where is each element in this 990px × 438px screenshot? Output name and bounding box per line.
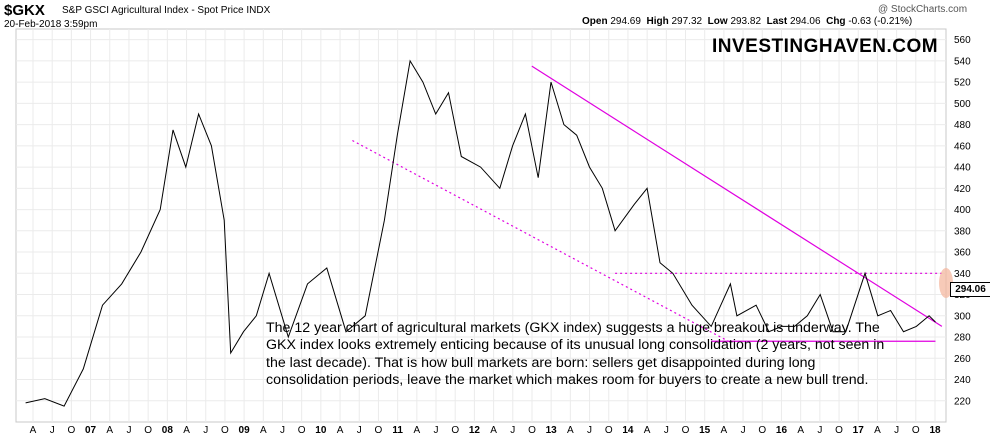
x-tick-label: 13 (546, 425, 558, 436)
y-tick-label: 220 (954, 396, 971, 407)
trendlines (352, 65, 943, 343)
x-tick-label: A (260, 425, 267, 436)
breakout-highlight (939, 268, 953, 298)
x-tick-label: O (912, 425, 920, 436)
x-tick-label: 11 (392, 425, 403, 436)
x-tick-label: O (144, 425, 152, 436)
x-tick-label: 10 (315, 425, 327, 436)
x-tick-label: 17 (853, 425, 865, 436)
y-tick-label: 240 (954, 375, 971, 386)
x-tick-label: J (126, 425, 131, 436)
x-tick-label: J (203, 425, 208, 436)
high-label: High (646, 16, 669, 27)
quote-bar: Open 294.69 High 297.32 Low 293.82 Last … (582, 16, 912, 27)
x-tick-label: O (835, 425, 843, 436)
x-tick-label: 15 (699, 425, 711, 436)
x-tick-label: O (298, 425, 306, 436)
low-label: Low (707, 16, 728, 27)
index-title: S&P GSCI Agricultural Index - Spot Price (62, 5, 244, 16)
x-tick-label: 14 (622, 425, 634, 436)
x-tick-label: 09 (239, 425, 251, 436)
y-tick-label: 420 (954, 184, 971, 195)
index-name: S&P GSCI Agricultural Index - Spot Price… (62, 5, 270, 16)
symbol: $GKX (4, 2, 45, 19)
y-tick-label: 460 (954, 141, 971, 152)
last-value: 294.06 (789, 16, 821, 27)
x-tick-label: 16 (776, 425, 788, 436)
x-tick-label: A (183, 425, 190, 436)
y-tick-label: 400 (954, 205, 971, 216)
x-tick-label: J (280, 425, 285, 436)
x-tick-label: 07 (85, 425, 97, 436)
x-tick-label: A (874, 425, 881, 436)
y-tick-label: 560 (954, 35, 971, 46)
chart-date: 20-Feb-2018 3:59pm (4, 19, 98, 30)
x-tick-label: J (817, 425, 822, 436)
x-tick-label: A (337, 425, 344, 436)
x-tick-label: 18 (929, 425, 941, 436)
y-tick-label: 360 (954, 248, 971, 259)
y-tick-label: 380 (954, 226, 971, 237)
chg-label: Chg (826, 16, 846, 27)
x-tick-label: A (490, 425, 497, 436)
price-series-line (25, 59, 936, 407)
x-tick-label: O (221, 425, 229, 436)
x-tick-label: O (682, 425, 690, 436)
y-tick-label: 500 (954, 99, 971, 110)
y-tick-label: 300 (954, 311, 971, 322)
y-axis: 2202402602803003203403603804004204404604… (954, 35, 971, 407)
x-tick-label: J (50, 425, 55, 436)
x-tick-label: J (664, 425, 669, 436)
y-tick-label: 520 (954, 78, 971, 89)
y-tick-label: 480 (954, 120, 971, 131)
y-tick-label: 280 (954, 333, 971, 344)
x-tick-label: O (528, 425, 536, 436)
x-tick-label: O (67, 425, 75, 436)
x-tick-label: A (644, 425, 651, 436)
y-tick-label: 440 (954, 163, 971, 174)
trendline (531, 65, 943, 327)
last-label: Last (766, 16, 788, 27)
x-tick-label: J (587, 425, 592, 436)
x-tick-label: A (413, 425, 420, 436)
x-tick-label: J (434, 425, 439, 436)
chg-value: -0.63 (-0.21%) (848, 16, 913, 27)
open-value: 294.69 (610, 16, 641, 27)
x-tick-label: O (605, 425, 613, 436)
exchange-label: INDX (246, 5, 271, 16)
x-tick-label: A (106, 425, 113, 436)
low-value: 293.82 (730, 16, 762, 27)
x-tick-label: J (741, 425, 746, 436)
copyright: @ StockCharts.com (878, 4, 968, 15)
x-tick-label: J (510, 425, 515, 436)
x-tick-label: A (797, 425, 804, 436)
high-value: 297.32 (671, 16, 703, 27)
x-tick-label: O (375, 425, 383, 436)
annotation-text: The 12 year chart of agricultural market… (266, 320, 885, 388)
last-price-badge: 294.06 (950, 282, 990, 297)
open-label: Open (582, 16, 608, 27)
x-tick-label: A (567, 425, 574, 436)
x-tick-label: A (721, 425, 728, 436)
x-tick-label: J (357, 425, 362, 436)
x-tick-label: O (451, 425, 459, 436)
y-tick-label: 260 (954, 354, 971, 365)
x-tick-label: O (758, 425, 766, 436)
x-tick-label: 12 (469, 425, 481, 436)
x-tick-label: J (894, 425, 899, 436)
y-tick-label: 540 (954, 56, 971, 67)
x-axis: A J O 07 A J O 08 A J O 09 A J O 10 A J O 11 A J O 12 A J O 13 A J O 14… (30, 425, 941, 436)
dotted-trendline (352, 139, 731, 343)
watermark: INVESTINGHAVEN.COM (712, 36, 939, 57)
x-tick-label: A (30, 425, 37, 436)
x-tick-label: 08 (162, 425, 174, 436)
y-tick-label: 340 (954, 269, 971, 280)
